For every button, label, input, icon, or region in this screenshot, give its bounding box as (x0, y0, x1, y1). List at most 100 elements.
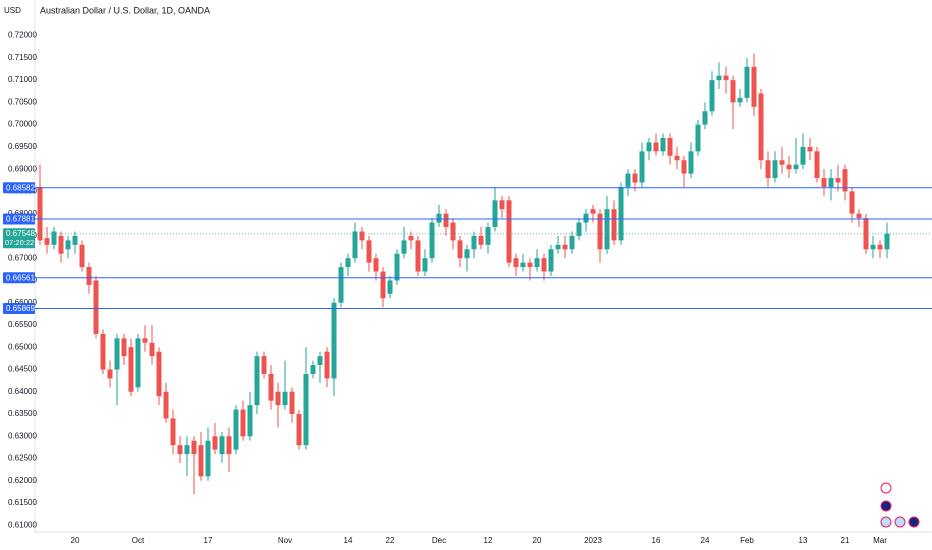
candle-body (807, 146, 813, 152)
candle-body (485, 227, 491, 245)
candle-body (821, 178, 827, 187)
candle-body (373, 258, 379, 272)
level-label-box (3, 303, 35, 315)
level-label-box (3, 213, 35, 225)
candle-body (163, 391, 169, 419)
y-tick-label: 0.71500 (8, 53, 37, 62)
candle-body (331, 302, 337, 379)
y-tick-label: 0.63000 (8, 431, 37, 440)
candle-body (289, 391, 295, 415)
candle-body (422, 258, 428, 272)
candle-body (646, 142, 652, 152)
level-label: 0.67881 (6, 215, 35, 224)
event-icon (880, 482, 892, 494)
y-tick-label: 0.62000 (8, 476, 37, 485)
x-tick-label: Nov (278, 536, 292, 545)
candle-body (72, 235, 78, 245)
currency-label: USD (4, 6, 21, 15)
candle-body (625, 173, 631, 187)
last-price-box (3, 228, 35, 249)
candle-body (359, 231, 365, 241)
candle-body (695, 124, 701, 152)
candle-body (268, 373, 274, 401)
y-tick-label: 0.61000 (8, 520, 37, 529)
candle-body (191, 440, 197, 455)
candle-body (478, 235, 484, 245)
candle-body (681, 160, 687, 174)
candle-body (394, 253, 400, 281)
candle-body (275, 391, 281, 406)
x-tick-label: Oct (132, 536, 145, 545)
candle-body (408, 235, 414, 241)
x-tick-label: 21 (841, 536, 850, 545)
y-tick-label: 0.64000 (8, 387, 37, 396)
candle-body (345, 258, 351, 268)
candle-body (100, 333, 106, 370)
candle-body (303, 373, 309, 446)
candle-body (604, 209, 610, 250)
event-icon (880, 500, 892, 512)
x-tick-label: Feb (740, 536, 754, 545)
event-icon (894, 516, 906, 528)
candle-body (569, 235, 575, 250)
x-tick-label: Dec (432, 536, 446, 545)
candle-body (800, 146, 806, 165)
y-tick-label: 0.66000 (8, 298, 37, 307)
candle-body (590, 209, 596, 214)
candle-body (842, 169, 848, 192)
candle-body (492, 200, 498, 228)
last-price-label: 0.67548 (6, 229, 35, 238)
level-label: 0.66561 (6, 273, 35, 282)
candle-body (156, 351, 162, 397)
candle-body (149, 342, 155, 357)
candle-body (611, 209, 617, 241)
countdown-label: 07:20:22 (5, 238, 34, 247)
candle-body (380, 271, 386, 299)
candle-body (114, 338, 120, 370)
y-tick-label: 0.72000 (8, 31, 37, 40)
y-tick-label: 0.62500 (8, 454, 37, 463)
candle-body (212, 436, 218, 450)
candle-body (352, 231, 358, 259)
candle-body (142, 338, 148, 343)
candle-body (436, 213, 442, 223)
candle-body (814, 151, 820, 179)
candle-body (44, 238, 50, 245)
x-tick-label: 13 (799, 536, 808, 545)
y-tick-label: 0.71000 (8, 75, 37, 84)
candle-body (541, 258, 547, 272)
candle-body (121, 338, 127, 357)
x-tick-label: Mar (873, 536, 887, 545)
candle-body (128, 347, 134, 392)
y-tick-label: 0.69000 (8, 164, 37, 173)
candle-body (786, 164, 792, 170)
event-icons (880, 482, 920, 528)
candle-body (632, 173, 638, 183)
candle-body (415, 240, 421, 272)
candle-body (338, 267, 344, 303)
candle-body (828, 178, 834, 187)
candle-body (583, 213, 589, 223)
candle-body (765, 160, 771, 179)
candle-body (219, 436, 225, 455)
candle-body (401, 240, 407, 254)
candle-body (618, 186, 624, 241)
candle-body (247, 405, 253, 437)
candle-body (86, 267, 92, 285)
candle-body (779, 160, 785, 165)
candle-body (296, 414, 302, 446)
x-tick-label: 17 (204, 536, 213, 545)
candle-body (198, 445, 204, 477)
candle-body (240, 409, 246, 437)
y-tick-label: 0.70000 (8, 120, 37, 129)
candle-body (527, 262, 533, 268)
candle-body (534, 258, 540, 268)
x-tick-label: 14 (344, 536, 353, 545)
candle-body (282, 391, 288, 406)
candle-body (751, 66, 757, 107)
candle-body (716, 75, 722, 81)
y-tick-label: 0.65000 (8, 342, 37, 351)
candle-body (660, 137, 666, 152)
